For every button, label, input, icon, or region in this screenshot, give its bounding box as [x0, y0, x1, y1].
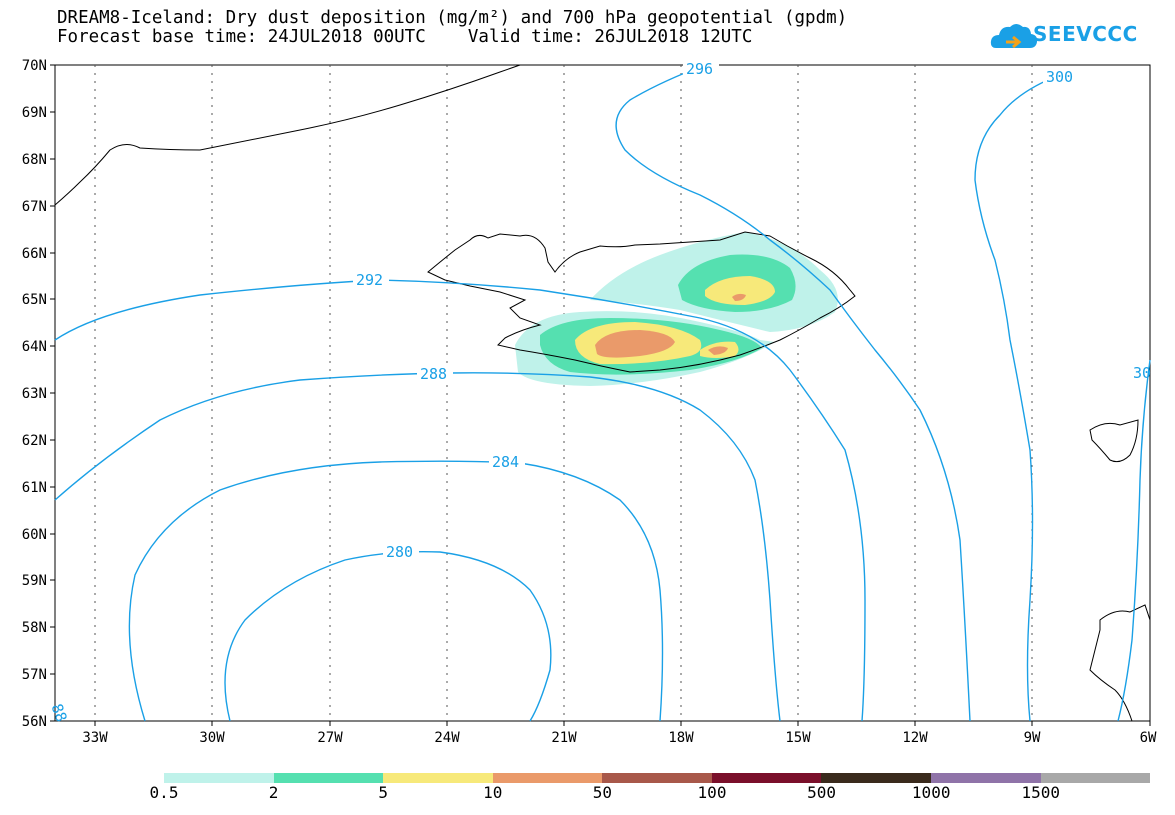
- lat-label: 65N: [22, 292, 47, 308]
- contour-296: [615, 64, 971, 722]
- lat-label: 69N: [22, 105, 47, 121]
- legend-label: 100: [697, 783, 727, 802]
- contour-label-88: 88: [47, 701, 70, 724]
- dust-area-5-north: [705, 276, 775, 305]
- contour-280: [224, 550, 552, 722]
- legend-label: 1500: [1021, 783, 1061, 802]
- legend-swatch: [1040, 773, 1151, 783]
- lat-label: 66N: [22, 246, 47, 262]
- lat-label: 56N: [22, 714, 47, 730]
- lat-label: 64N: [22, 339, 47, 355]
- faroe-coastline: [1089, 419, 1139, 463]
- scotland-coastline: [1089, 604, 1151, 722]
- legend-swatch: [164, 773, 274, 783]
- lon-label: 18W: [668, 730, 694, 746]
- contour-288: [54, 372, 781, 722]
- dust-area-10-south: [595, 330, 675, 358]
- contour-label-300: 300: [1046, 68, 1073, 86]
- legend-label: 10: [483, 783, 503, 802]
- logo-text: SEEVCCC: [1033, 22, 1138, 46]
- meridian-gridlines: [94, 65, 1033, 721]
- longitude-labels: 33W 30W 27W 24W 21W 18W 15W 12W 9W 6W: [82, 730, 1157, 746]
- legend-label: 500: [807, 783, 837, 802]
- contour-292: [54, 279, 866, 722]
- color-legend: [164, 773, 1151, 783]
- legend-label: 1000: [911, 783, 951, 802]
- map-frame: [54, 64, 1151, 722]
- lon-label: 21W: [551, 730, 577, 746]
- lat-label: 63N: [22, 386, 47, 402]
- dust-area-10-north: [732, 293, 746, 301]
- legend-swatch: [602, 773, 712, 783]
- legend-swatch: [383, 773, 493, 783]
- contour-label-284: 284: [492, 453, 519, 471]
- contour-label-296: 296: [686, 60, 713, 78]
- legend-swatch: [821, 773, 931, 783]
- contour-labels: 296 300 292 288 284 280 30 88: [47, 60, 1151, 724]
- contour-284: [128, 460, 664, 722]
- contour-label-280: 280: [386, 543, 413, 561]
- lon-label: 12W: [902, 730, 928, 746]
- lat-label: 68N: [22, 152, 47, 168]
- iceland-coastline: [427, 231, 856, 373]
- geopotential-contours: [54, 64, 1151, 722]
- latitude-axis: [50, 64, 55, 722]
- lat-label: 61N: [22, 480, 47, 496]
- lat-label: 67N: [22, 199, 47, 215]
- contour-label-30: 30: [1133, 364, 1151, 382]
- legend-swatch: [711, 773, 822, 783]
- lat-label: 59N: [22, 573, 47, 589]
- legend-swatch: [930, 773, 1041, 783]
- legend-swatch: [273, 773, 384, 783]
- latitude-labels: 70N 69N 68N 67N 66N 65N 64N 63N 62N 61N …: [22, 58, 47, 730]
- map-title: DREAM8-Iceland: Dry dust deposition (mg/…: [57, 8, 848, 28]
- lat-label: 57N: [22, 667, 47, 683]
- lon-label: 27W: [317, 730, 343, 746]
- legend-label: 0.5: [149, 783, 179, 802]
- legend-swatch: [492, 773, 603, 783]
- legend-label: 50: [592, 783, 613, 802]
- contour-300: [974, 74, 1061, 722]
- lat-label: 60N: [22, 527, 47, 543]
- cloud-icon: [990, 24, 1038, 49]
- lat-label: 58N: [22, 620, 47, 636]
- lon-label: 30W: [199, 730, 225, 746]
- lat-label: 70N: [22, 58, 47, 74]
- lon-label: 15W: [785, 730, 811, 746]
- contour-label-288: 288: [420, 365, 447, 383]
- greenland-coastline: [54, 64, 521, 206]
- lon-label: 33W: [82, 730, 108, 746]
- map-subtitle: Forecast base time: 24JUL2018 00UTC Vali…: [57, 27, 753, 47]
- dust-area-10-southeast: [708, 346, 728, 355]
- lon-label: 9W: [1024, 730, 1041, 746]
- lon-label: 24W: [434, 730, 460, 746]
- legend-label: 2: [268, 783, 279, 802]
- contour-30-right: [1117, 359, 1151, 722]
- legend-label: 5: [378, 783, 389, 802]
- contour-label-292: 292: [356, 271, 383, 289]
- lat-label: 62N: [22, 433, 47, 449]
- lon-label: 6W: [1140, 730, 1157, 746]
- coastlines: [54, 64, 1151, 722]
- dust-deposition-shading: [515, 232, 838, 386]
- longitude-axis: [94, 721, 1151, 726]
